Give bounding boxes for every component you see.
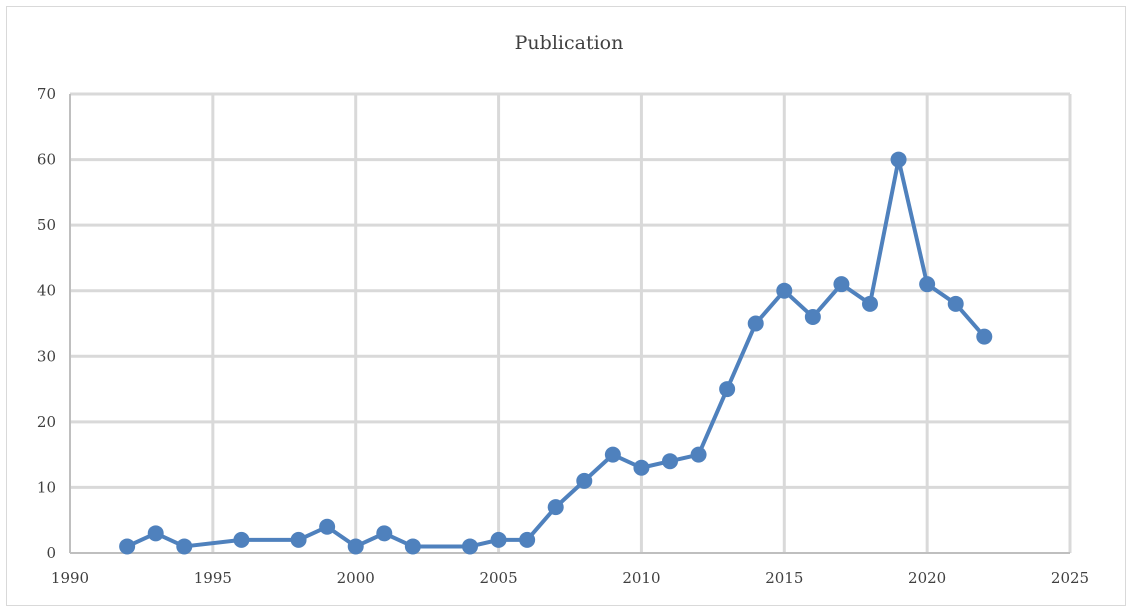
data-point [804, 308, 821, 325]
x-tick-label: 2005 [479, 569, 517, 587]
data-point [347, 538, 364, 555]
data-point [890, 151, 907, 168]
data-point [490, 531, 507, 548]
data-point [662, 453, 678, 470]
y-tick-label: 30 [37, 347, 56, 365]
data-point [404, 538, 421, 555]
series-group [119, 151, 993, 555]
x-tick-label: 2010 [622, 569, 660, 587]
y-tick-label: 40 [37, 282, 56, 300]
chart-frame [6, 6, 1126, 606]
x-tick-label: 1990 [51, 569, 89, 587]
data-point [833, 276, 850, 293]
data-point [604, 446, 621, 463]
data-point [776, 282, 793, 299]
y-tick-label: 70 [37, 85, 56, 103]
data-point [376, 525, 393, 542]
x-tick-labels: 1990 1995 2000 2005 2010 2015 2020 2025 [51, 569, 1089, 587]
data-point [862, 295, 878, 312]
data-point [576, 472, 593, 489]
gridlines [70, 92, 1072, 553]
y-tick-label: 60 [37, 151, 56, 169]
data-point [319, 518, 336, 535]
data-point [633, 459, 650, 476]
data-point [547, 499, 564, 516]
data-point [947, 295, 964, 312]
y-tick-label: 20 [37, 413, 56, 431]
chart-title: Publication [514, 32, 624, 54]
x-tick-label: 2025 [1051, 569, 1089, 587]
data-point [119, 538, 136, 555]
axes [69, 94, 1070, 554]
data-point [719, 381, 736, 398]
x-tick-label: 1995 [194, 569, 232, 587]
data-point [290, 531, 307, 548]
data-point [690, 446, 707, 463]
data-point [519, 531, 536, 548]
data-point [147, 525, 164, 542]
data-point [176, 538, 193, 555]
x-tick-label: 2000 [337, 569, 375, 587]
y-tick-label: 0 [46, 544, 56, 562]
data-point [976, 328, 993, 345]
y-tick-label: 50 [37, 216, 56, 234]
series-line [126, 157, 986, 549]
x-tick-label: 2020 [908, 569, 946, 587]
x-tick-label: 2015 [765, 569, 803, 587]
data-point [462, 538, 478, 555]
data-point [919, 276, 936, 293]
y-tick-labels: 0 10 20 30 40 50 60 70 [37, 85, 56, 562]
data-point [233, 531, 250, 548]
data-point [747, 315, 764, 332]
y-tick-label: 10 [37, 478, 56, 496]
